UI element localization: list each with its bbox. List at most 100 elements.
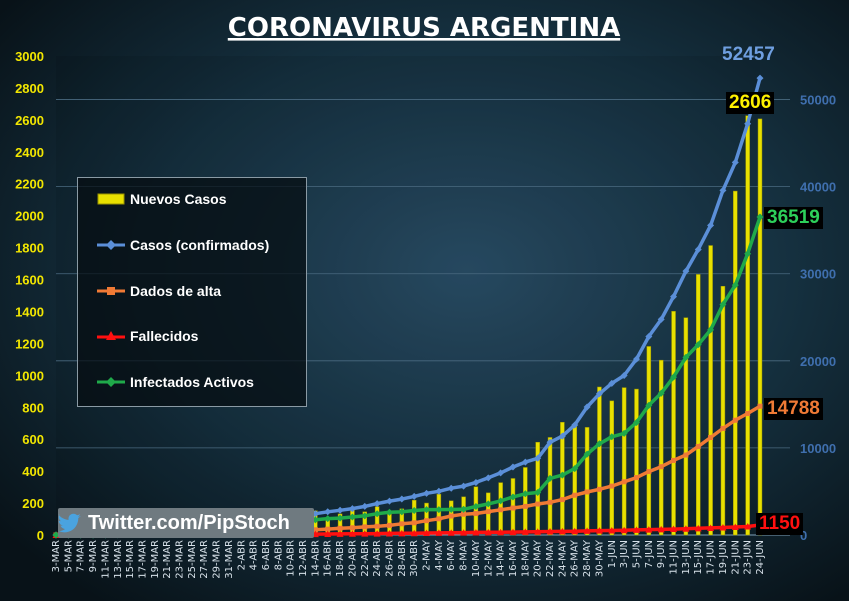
series-point [498,507,504,513]
legend-item-confirmed: Casos (confirmados) [96,234,269,256]
bar [733,190,738,536]
series-point [410,492,418,500]
y-left-tick-label: 2800 [15,81,44,96]
series-point [583,403,591,411]
series-point [324,530,332,537]
series-point [497,528,505,536]
x-tick-label: 15-MAR [125,540,136,579]
series-point [423,506,431,514]
series-point [472,528,480,536]
x-tick-label: 2-ABR [236,540,247,570]
series-point [410,529,418,537]
series-point [436,516,442,522]
x-tick-label: 28-ABR [397,540,408,577]
twitter-bird-icon [58,513,81,533]
x-tick-label: 13-JUN [681,540,692,575]
y-left-tick-label: 3000 [15,49,44,64]
x-tick-label: 26-MAY [570,539,581,577]
series-point [373,500,381,508]
series-point [707,221,715,229]
series-point [671,457,677,463]
x-tick-label: 6-MAY [446,539,457,571]
x-tick-label: 30-MAY [594,539,605,577]
series-point [708,435,714,441]
series-point [398,508,406,516]
series-point [583,527,591,534]
series-point [521,458,529,466]
x-tick-label: 18-ABR [335,540,346,577]
series-point [632,355,640,363]
series-point [485,509,491,515]
x-tick-label: 4-MAY [434,539,445,571]
series-point [694,341,702,349]
series-point [658,464,664,470]
series-point [361,502,369,510]
series-point [559,497,565,503]
x-tick-label: 24-JUN [755,540,766,575]
x-tick-label: 1-JUN [607,540,618,568]
bar [745,115,750,536]
series-point [657,389,665,397]
series-point [670,373,678,381]
twitter-credit-badge[interactable]: Twitter.com/PipStoch [58,508,314,538]
series-point [52,531,60,539]
series-point [460,505,468,513]
series-point [336,514,344,522]
series-point [595,440,603,448]
series-point [509,493,517,501]
series-point [373,510,381,518]
series-point [756,213,764,221]
series-point [608,379,616,387]
bar [658,359,664,536]
x-tick-label: 14-MAY [496,539,507,577]
series-point [620,371,628,379]
series-point [484,474,492,482]
axis-layer: 0 200 400 600 800 1000 1200 1400 1600 1800 2000 220… [15,49,836,579]
bar [646,346,652,536]
series-point [745,411,751,417]
x-tick-label: 19-MAR [150,540,161,579]
legend-label: Nuevos Casos [130,191,227,207]
series-point [558,471,566,479]
x-tick-label: 10-ABR [286,540,297,577]
y-left-tick-label: 600 [22,432,44,447]
series-point [757,403,763,409]
series-point [609,483,615,489]
series-point [361,530,369,537]
series-point [447,529,455,536]
series-point [694,245,702,253]
x-tick-label: 3-JUN [619,540,630,568]
y-left-tick-label: 2600 [15,113,44,128]
x-tick-label: 12-ABR [298,540,309,577]
series-point [362,524,368,530]
y-left-tick-label: 200 [22,496,44,511]
bar [609,400,615,536]
series-point [572,492,578,498]
bar [683,317,689,536]
legend-item-active: Infectados Activos [96,371,254,393]
series-point [534,454,542,462]
series-point [720,425,726,431]
series-point [633,475,639,481]
square-line-icon [97,287,125,295]
series-point [719,524,727,531]
series-point [386,522,392,528]
x-tick-label: 21-MAR [162,540,173,579]
series-point [731,158,739,166]
legend: Nuevos Casos Casos (confirmados) Dados d… [77,177,307,407]
bar [436,493,442,536]
series-point [620,526,628,534]
y-left-tick-label: 2200 [15,177,44,192]
series-point [719,186,727,194]
x-tick-label: 4-ABR [249,540,260,570]
y-right-tick-label: 10000 [800,441,836,456]
y-right-tick-label: 40000 [800,180,836,195]
x-tick-label: 29-MAR [212,540,223,579]
diamond-line-icon [97,377,125,387]
series-point [583,450,591,458]
y-left-tick-label: 1000 [15,368,44,383]
legend-item-deaths: Fallecidos [96,325,198,347]
x-tick-label: 28-MAY [582,539,593,577]
